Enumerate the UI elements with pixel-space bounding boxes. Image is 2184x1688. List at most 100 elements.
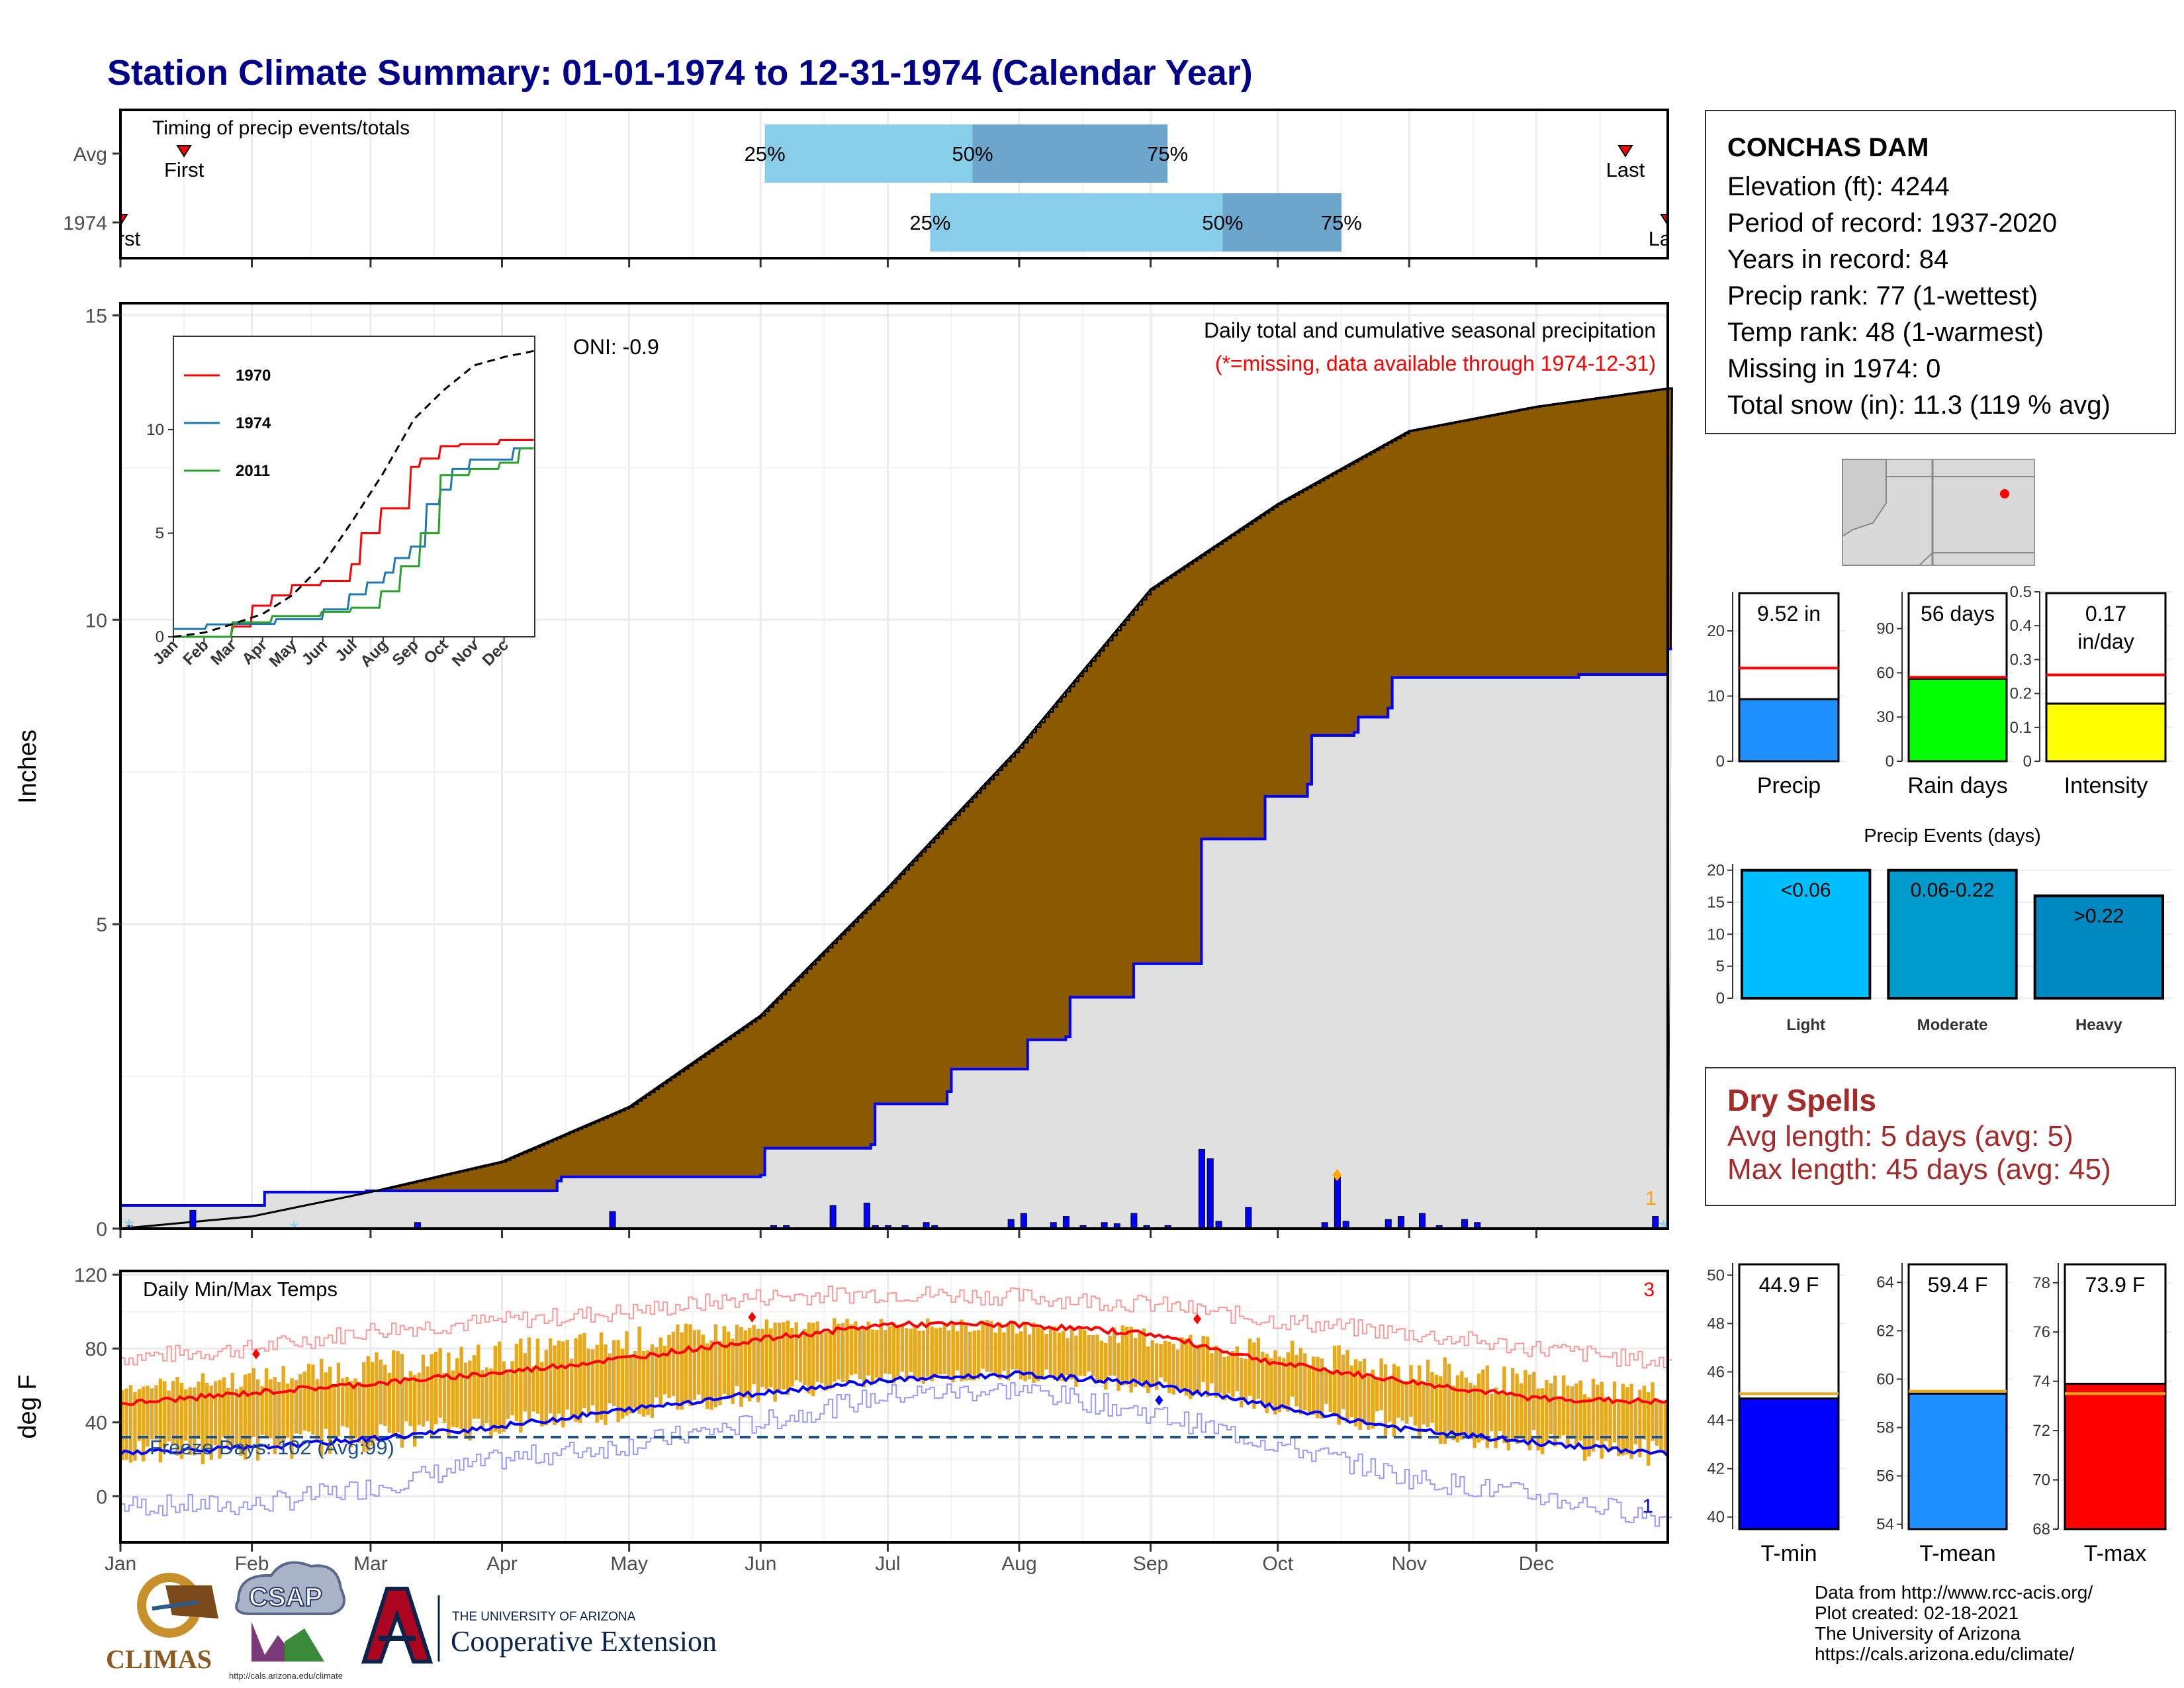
daily-temp-bar — [1074, 1335, 1078, 1387]
daily-temp-bar — [887, 1326, 891, 1374]
daily-temp-bar — [1426, 1360, 1430, 1428]
credits: Data from http://www.rcc-acis.org/ Plot … — [1815, 1582, 2093, 1664]
daily-temp-bar — [1383, 1364, 1388, 1436]
y-tick-label: 15 — [85, 305, 107, 327]
events-y-tick-label: 5 — [1716, 958, 1725, 976]
daily-temp-bar — [1048, 1326, 1053, 1378]
daily-temp-bar — [370, 1362, 375, 1446]
station-name: CONCHAS DAM — [1727, 133, 1929, 162]
daily-temp-bar — [493, 1345, 498, 1432]
daily-temp-bar — [396, 1351, 400, 1432]
daily-temp-bar — [565, 1339, 569, 1410]
daily-temp-bar — [273, 1377, 277, 1454]
mini-bar-title: Intensity — [2064, 773, 2148, 798]
daily-temp-bar — [510, 1361, 514, 1416]
mini-y-tick-label: 50 — [1707, 1266, 1725, 1284]
daily-precip-bar — [1198, 1149, 1205, 1229]
inset-legend-label: 2011 — [236, 462, 270, 480]
daily-temp-bar — [1646, 1392, 1651, 1466]
daily-temp-bar — [1175, 1349, 1180, 1389]
daily-temp-bar — [1633, 1399, 1638, 1445]
missing-note: (*=missing, data available through 1974-… — [1215, 352, 1656, 375]
inset-series-line — [173, 350, 534, 638]
observed-cumulative-area — [120, 649, 1672, 1229]
daily-temp-bar — [1197, 1344, 1201, 1395]
daily-temp-bar — [879, 1319, 883, 1380]
csap-text: CSAP — [249, 1583, 322, 1612]
daily-temp-bar — [336, 1362, 341, 1436]
daily-temp-bar — [1430, 1372, 1434, 1423]
csap-logo: CSAP http://cals.arizona.edu/climate — [229, 1561, 345, 1681]
mini-y-tick-label: 72 — [2032, 1422, 2050, 1440]
daily-precip-bar — [863, 1202, 870, 1229]
mini-bar-value — [2045, 702, 2167, 763]
mini-bar-label: 0.17 — [2085, 602, 2126, 626]
daily-temp-bar — [1226, 1355, 1231, 1393]
inset-y-tick-label: 10 — [146, 421, 164, 439]
daily-temp-bar — [1612, 1382, 1617, 1442]
daily-temp-bar — [1561, 1375, 1566, 1436]
daily-temp-bar — [1536, 1388, 1540, 1451]
daily-temp-bar — [1244, 1358, 1248, 1402]
events-y-tick-label: 10 — [1707, 925, 1725, 943]
daily-temp-bar — [1388, 1378, 1392, 1422]
daily-temp-bar — [535, 1338, 540, 1414]
daily-temp-bar — [1400, 1382, 1404, 1421]
daily-temp-bar — [447, 1352, 451, 1438]
daily-temp-bar — [1286, 1352, 1290, 1412]
daily-temp-bar — [1540, 1388, 1545, 1454]
daily-temp-bar — [1023, 1323, 1027, 1382]
daily-temp-bar — [1582, 1394, 1587, 1461]
mini-y-tick-label: 54 — [1876, 1516, 1894, 1534]
daily-precip-bar — [1130, 1213, 1138, 1229]
daily-temp-bar — [234, 1389, 239, 1446]
daily-temp-bar — [1655, 1398, 1659, 1446]
daily-temp-bar — [1439, 1376, 1443, 1444]
first-label: First — [164, 158, 205, 181]
daily-temp-bar — [705, 1343, 709, 1409]
daily-temp-bar — [1256, 1337, 1261, 1399]
daily-temp-bar — [1455, 1375, 1460, 1443]
daily-temp-bar — [498, 1341, 502, 1434]
station-temp-rank: Temp rank: 48 (1-warmest) — [1727, 318, 2044, 347]
station-info-box: CONCHAS DAM Elevation (ft): 4244 Period … — [1705, 110, 2176, 434]
daily-temp-bar — [1006, 1325, 1011, 1381]
record-high-line — [120, 1286, 1672, 1369]
daily-temp-bar — [255, 1379, 260, 1461]
events-bar — [1741, 868, 1872, 1000]
daily-temp-bar — [777, 1323, 782, 1393]
quartile-bar-light — [764, 124, 973, 183]
timing-label: Timing of precip events/totals — [152, 117, 410, 139]
daily-temp-bar — [1218, 1349, 1222, 1393]
daily-temp-bar — [1066, 1338, 1069, 1376]
daily-temp-bar — [586, 1348, 591, 1414]
quartile-bar-light — [930, 193, 1223, 252]
month-label: Dec — [1519, 1553, 1554, 1575]
daily-temp-bar — [1489, 1393, 1494, 1432]
mini-bar-title: T-mean — [1919, 1541, 1995, 1566]
daily-temp-bar — [1574, 1383, 1578, 1446]
events-bar — [2033, 894, 2165, 1000]
mini-y-tick-label: 56 — [1876, 1468, 1894, 1485]
daily-temp-bar — [1269, 1358, 1273, 1404]
daily-temp-bar — [480, 1370, 484, 1428]
daily-temp-bar — [786, 1320, 790, 1395]
events-y-tick-label: 20 — [1707, 862, 1725, 880]
daily-temp-bar — [1277, 1356, 1282, 1413]
daily-temp-bar — [1083, 1330, 1087, 1377]
daily-temp-bar — [1307, 1368, 1311, 1413]
station-snow: Total snow (in): 11.3 (119 % avg) — [1727, 391, 2111, 420]
daily-temp-bar — [905, 1328, 909, 1381]
daily-temp-bar — [968, 1331, 972, 1381]
daily-temp-bar — [756, 1329, 760, 1403]
daily-temp-bar — [616, 1340, 620, 1423]
daily-temp-bar — [1214, 1345, 1218, 1398]
daily-temp-bar — [726, 1331, 731, 1397]
daily-temp-bar — [782, 1322, 786, 1389]
daily-precip-bar — [609, 1211, 616, 1229]
daily-temp-bar — [684, 1323, 688, 1403]
y-tick-label: 80 — [85, 1338, 107, 1360]
daily-temp-bar — [845, 1319, 849, 1383]
